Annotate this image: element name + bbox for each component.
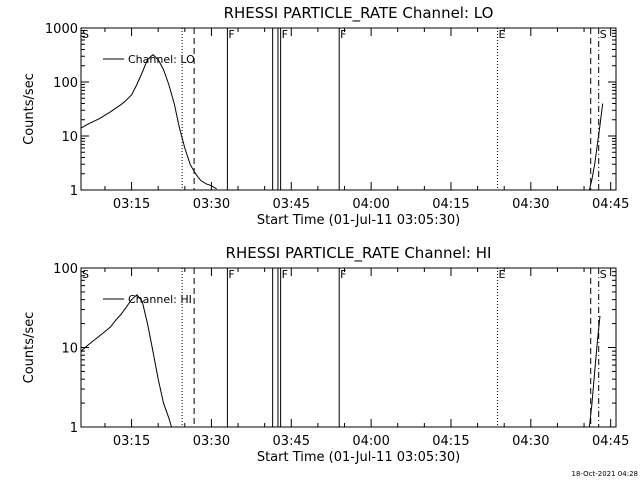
series-line [80, 294, 172, 428]
y-tick-label: 1000 [45, 22, 78, 37]
event-marker-label: E [499, 28, 506, 41]
event-marker-label: S [600, 268, 607, 281]
plot-frame [80, 267, 617, 428]
x-tick-label: 04:30 [512, 197, 549, 212]
event-marker-label: F [340, 268, 346, 281]
event-marker-label: S [82, 28, 89, 41]
y-tick-label: 10 [61, 342, 78, 357]
y-tick-label: 100 [53, 76, 78, 91]
series-line [80, 54, 217, 190]
x-tick-label: 04:30 [512, 434, 549, 449]
x-tick-label: 03:45 [273, 434, 310, 449]
series-line [588, 315, 601, 428]
chart-title: RHESSI PARTICLE_RATE Channel: HI [226, 244, 492, 263]
x-tick-label: 04:45 [592, 434, 629, 449]
x-tick-label: 03:15 [113, 197, 150, 212]
x-tick-label: 03:30 [193, 197, 230, 212]
y-axis-label: Counts/sec [22, 312, 37, 384]
x-tick-label: 04:45 [592, 197, 629, 212]
y-tick-label: 100 [53, 262, 78, 277]
x-tick-label: 04:15 [432, 434, 469, 449]
y-tick-label: 1 [70, 421, 78, 436]
chart-hi-channel: RHESSI PARTICLE_RATE Channel: HI 1 10 100 03… [22, 244, 629, 465]
event-marker-label: F [228, 268, 234, 281]
legend-label: Channel: LO [128, 53, 195, 66]
event-marker-label: F [282, 268, 288, 281]
event-marker-label: S [82, 268, 89, 281]
x-tick-label: 04:00 [352, 434, 389, 449]
chart-lo-channel: RHESSI PARTICLE_RATE Channel: LO 1 10 100 10… [22, 4, 629, 228]
event-marker-label: F [228, 28, 234, 41]
x-axis-label: Start Time (01-Jul-11 03:05:30) [257, 450, 460, 465]
plot-frame [80, 27, 617, 191]
event-marker-label: F [340, 28, 346, 41]
series-line [588, 103, 604, 191]
timestamp-stamp: 18-Oct-2021 04:28 [572, 470, 638, 478]
x-tick-label: 03:15 [113, 434, 150, 449]
x-tick-label: 04:00 [352, 197, 389, 212]
legend-label: Channel: HI [128, 293, 192, 306]
x-axis-label: Start Time (01-Jul-11 03:05:30) [257, 213, 460, 228]
event-marker-label: S [600, 28, 607, 41]
y-tick-label: 1 [70, 184, 78, 199]
x-tick-label: 04:15 [432, 197, 469, 212]
event-marker-label: E [499, 268, 506, 281]
chart-title: RHESSI PARTICLE_RATE Channel: LO [224, 4, 494, 23]
event-marker-label: F [282, 28, 288, 41]
y-tick-label: 10 [61, 130, 78, 145]
x-tick-label: 03:30 [193, 434, 230, 449]
x-tick-label: 03:45 [273, 197, 310, 212]
y-axis-label: Counts/sec [22, 73, 37, 145]
